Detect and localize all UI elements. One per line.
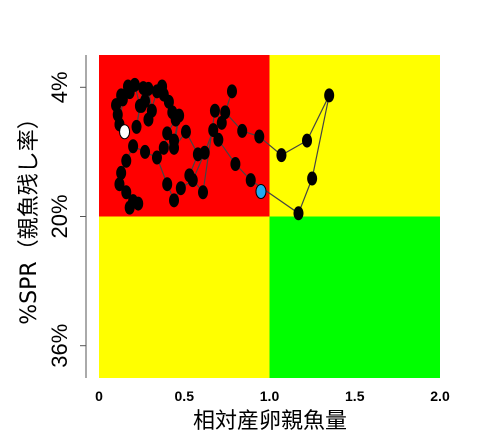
x-tick-label: 0.5: [175, 388, 195, 404]
x-tick-label: 2.0: [430, 388, 450, 404]
highlight-point: [255, 183, 267, 199]
data-point: [199, 145, 210, 160]
data-point: [116, 165, 127, 180]
data-point: [158, 140, 169, 155]
data-point: [151, 150, 162, 165]
highlight-point: [119, 124, 131, 140]
data-point: [169, 193, 180, 208]
data-point: [162, 177, 173, 192]
x-tick-label: 0: [95, 388, 103, 404]
x-axis-label: 相対産卵親魚量: [193, 409, 347, 434]
data-point: [276, 148, 287, 163]
y-tick-label: 20%: [47, 194, 72, 238]
data-point: [174, 108, 185, 123]
data-point: [187, 173, 198, 188]
data-point: [117, 92, 128, 107]
data-point: [163, 94, 174, 109]
data-point: [293, 206, 304, 221]
data-point: [143, 81, 154, 96]
data-point: [180, 124, 191, 139]
data-point: [169, 140, 180, 155]
y-tick-label: 4%: [47, 71, 72, 103]
y-tick-label: 36%: [47, 324, 72, 368]
data-point: [216, 115, 227, 130]
zone-overfished-only: [99, 216, 270, 378]
data-point: [121, 185, 132, 200]
data-point: [143, 112, 154, 127]
data-point: [254, 129, 265, 144]
data-point: [324, 88, 335, 103]
data-point: [175, 181, 186, 196]
x-tick-label: 1.5: [345, 388, 365, 404]
data-point: [114, 177, 125, 192]
zone-overfishing-only: [269, 55, 440, 217]
trajectory-points: [111, 77, 335, 221]
y-axis-label: %SPR（親魚残し率）: [17, 107, 42, 324]
data-point: [133, 196, 144, 211]
data-point: [307, 171, 318, 186]
zone-healthy: [269, 216, 440, 378]
data-point: [213, 132, 224, 147]
data-point: [131, 119, 142, 134]
data-point: [220, 105, 231, 120]
data-point: [209, 103, 220, 118]
data-point: [121, 153, 132, 168]
data-point: [124, 200, 135, 215]
x-tick-label: 1.0: [260, 388, 280, 404]
data-point: [245, 173, 256, 188]
highlight-markers: [119, 124, 267, 199]
data-point: [208, 123, 219, 138]
data-point: [129, 77, 140, 92]
data-point: [226, 84, 237, 99]
stock-status-zones: [99, 55, 440, 378]
data-point: [162, 126, 173, 141]
data-point: [302, 133, 313, 148]
axis-ticks: 0 0.5 1.0 1.5 2.0 4% 20% 36%: [47, 71, 450, 404]
data-point: [128, 139, 139, 154]
data-point: [237, 123, 248, 138]
data-point: [140, 94, 151, 109]
data-point: [140, 144, 151, 159]
data-point: [230, 157, 241, 172]
data-point: [198, 185, 209, 200]
